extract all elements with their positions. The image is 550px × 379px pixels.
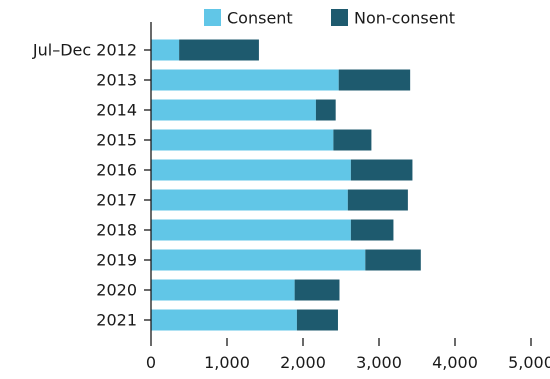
category-label: 2019 xyxy=(96,251,137,270)
bar-non-consent-5 xyxy=(347,189,408,211)
bar-consent-0 xyxy=(151,39,180,61)
bar-non-consent-8 xyxy=(294,279,340,301)
bars xyxy=(151,39,421,331)
category-label: 2020 xyxy=(96,281,137,300)
bar-consent-1 xyxy=(151,69,339,91)
category-label: Jul–Dec 2012 xyxy=(32,41,137,60)
bar-consent-3 xyxy=(151,129,334,151)
category-labels: Jul–Dec 2012 2013 2014 2015 2016 2017 2018 2019… xyxy=(32,41,151,330)
category-label: 2015 xyxy=(96,131,137,150)
bar-non-consent-1 xyxy=(338,69,411,91)
legend-non-consent-swatch xyxy=(331,9,348,26)
bar-consent-5 xyxy=(151,189,348,211)
category-label: 2016 xyxy=(96,161,137,180)
x-tick-label: 4,000 xyxy=(432,353,478,372)
bar-consent-2 xyxy=(151,99,316,121)
x-tick-label: 5,000 xyxy=(508,353,550,372)
bar-non-consent-3 xyxy=(333,129,372,151)
category-label: 2013 xyxy=(96,71,137,90)
bar-consent-8 xyxy=(151,279,295,301)
legend-consent-swatch xyxy=(204,9,221,26)
bar-consent-4 xyxy=(151,159,351,181)
bar-non-consent-9 xyxy=(296,309,338,331)
bar-non-consent-4 xyxy=(350,159,413,181)
bar-non-consent-7 xyxy=(365,249,421,271)
bar-consent-9 xyxy=(151,309,297,331)
legend-non-consent-label: Non-consent xyxy=(354,9,455,28)
bar-non-consent-2 xyxy=(315,99,336,121)
bar-consent-6 xyxy=(151,219,351,241)
x-tick-label: 3,000 xyxy=(356,353,402,372)
category-label: 2018 xyxy=(96,221,137,240)
bar-consent-7 xyxy=(151,249,366,271)
x-tick-label: 2,000 xyxy=(280,353,326,372)
x-axis: 0 1,000 2,000 3,000 4,000 5,000 xyxy=(146,22,550,372)
bar-non-consent-0 xyxy=(179,39,259,61)
category-label: 2014 xyxy=(96,101,137,120)
legend: Consent Non-consent xyxy=(204,9,455,28)
x-tick-label: 0 xyxy=(146,353,156,372)
legend-consent-label: Consent xyxy=(227,9,293,28)
category-label: 2017 xyxy=(96,191,137,210)
x-tick-label: 1,000 xyxy=(204,353,250,372)
bar-non-consent-6 xyxy=(350,219,394,241)
category-label: 2021 xyxy=(96,311,137,330)
